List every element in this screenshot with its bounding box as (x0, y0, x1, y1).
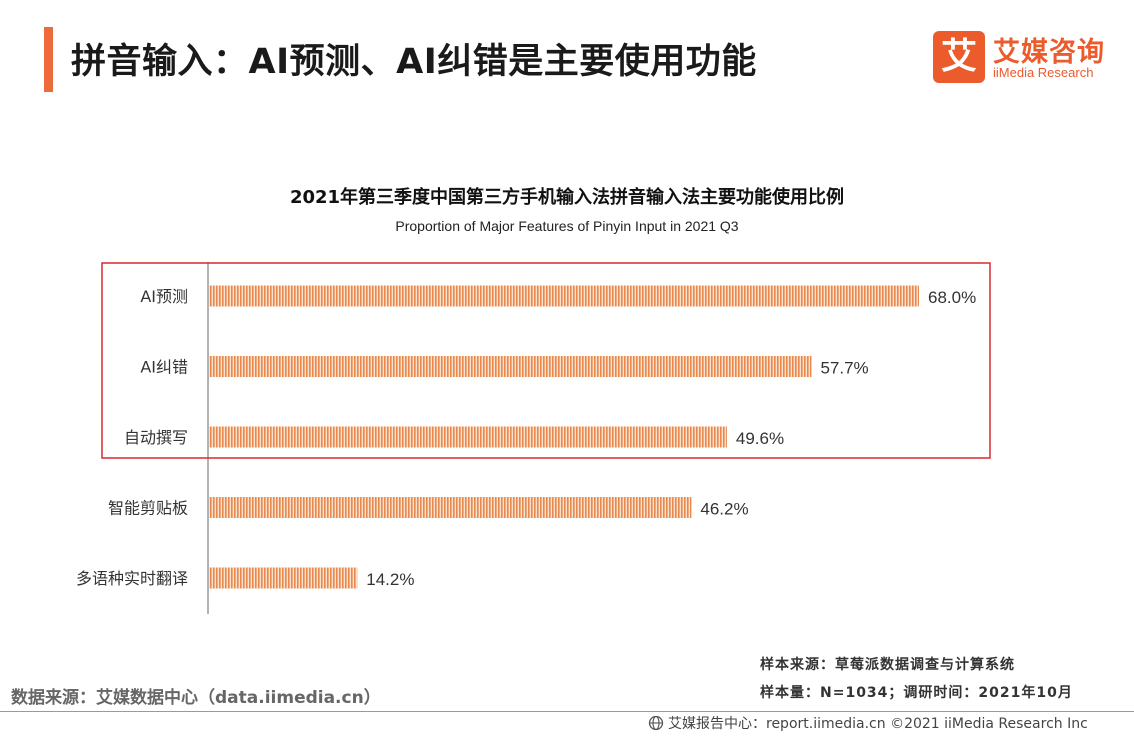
value-label-5: 14.2% (366, 570, 414, 589)
bar-1 (209, 285, 919, 307)
globe-icon (648, 715, 664, 731)
sample-size: 样本量：N=1034；调研时间：2021年10月 (760, 685, 1073, 701)
bar-5 (209, 567, 358, 589)
value-label-3: 49.6% (736, 429, 784, 448)
logo-name-en: iiMedia Research (993, 65, 1094, 80)
logo-mark-glyph: 艾 (940, 36, 977, 77)
sample-source: 样本来源：草莓派数据调查与计算系统 (760, 657, 1015, 673)
bar-4 (209, 497, 692, 518)
logo-mark-icon: 艾 (933, 31, 985, 83)
value-label-1: 68.0% (928, 288, 976, 307)
category-label-4: 智能剪贴板 (108, 499, 188, 518)
title-accent-bar (44, 27, 53, 92)
iimedia-logo: 艾 艾媒咨询 iiMedia Research (933, 30, 1123, 86)
report-center-link[interactable]: 艾媒报告中心：report.iimedia.cn ©2021 iiMedia R… (668, 716, 1088, 732)
page-title: 拼音输入：AI预测、AI纠错是主要使用功能 (71, 42, 757, 82)
category-label-3: 自动撰写 (124, 428, 188, 447)
value-label-4: 46.2% (700, 500, 748, 519)
chart-subtitle: Proportion of Major Features of Pinyin I… (395, 218, 739, 234)
category-label-2: AI纠错 (140, 358, 188, 377)
logo-name-cn: 艾媒咨询 (993, 37, 1105, 68)
data-source: 数据来源：艾媒数据中心（data.iimedia.cn） (11, 688, 381, 708)
bar-2 (209, 356, 812, 377)
footer-divider (0, 711, 1134, 712)
value-label-2: 57.7% (820, 359, 868, 378)
category-label-1: AI预测 (140, 287, 188, 306)
chart-title: 2021年第三季度中国第三方手机输入法拼音输入法主要功能使用比例 (289, 187, 845, 208)
bar-3 (209, 426, 727, 448)
category-label-5: 多语种实时翻译 (76, 569, 188, 588)
highlight-box (101, 262, 991, 459)
footer: 艾媒报告中心：report.iimedia.cn ©2021 iiMedia R… (648, 713, 1088, 733)
